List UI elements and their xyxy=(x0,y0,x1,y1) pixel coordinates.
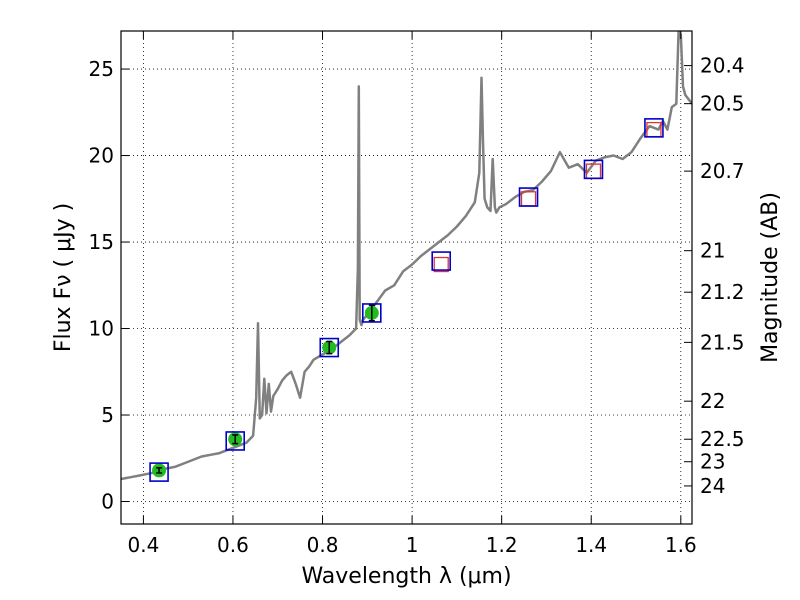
x-tick-label: 1 xyxy=(406,533,419,557)
x-tick-label: 0.4 xyxy=(127,533,159,557)
x-axis-label: Wavelength λ (μm) xyxy=(301,564,511,589)
y-tick-label: 25 xyxy=(89,57,114,81)
y-tick-label: 0 xyxy=(101,490,114,514)
y2-tick-label: 22 xyxy=(700,389,725,413)
spectrum-line xyxy=(121,31,692,481)
y2-tick-label: 20.7 xyxy=(700,159,745,183)
x-tick-label: 0.8 xyxy=(307,533,339,557)
y2-tick-label: 20.4 xyxy=(700,54,745,78)
model-photometry-marker xyxy=(149,462,169,482)
y2-tick-label: 21.2 xyxy=(700,280,745,304)
model-photometry-marker xyxy=(644,118,664,138)
axis-ticks: 0.4 0.6 0.8 1 1.2 1.4 1.6 0 5 10 15 20 25 20.4 20.5 20.… xyxy=(89,31,745,557)
photometry-markers xyxy=(149,118,664,482)
x-tick-label: 1.4 xyxy=(575,533,607,557)
model-photometry-marker xyxy=(583,159,604,180)
model-photometry-marker xyxy=(518,187,539,207)
model-photometry-marker xyxy=(225,431,245,451)
y2-tick-label: 20.5 xyxy=(700,92,745,116)
upper-limit-marker xyxy=(433,256,449,273)
y-axis-label: Flux Fν ( μJy ) xyxy=(51,203,76,352)
x-tick-label: 1.6 xyxy=(665,533,697,557)
y2-tick-label: 22.5 xyxy=(700,427,745,451)
model-photometry-marker xyxy=(361,303,382,323)
model-photometry-marker xyxy=(319,337,340,358)
x-tick-label: 1.2 xyxy=(486,533,518,557)
y2-tick-label: 23 xyxy=(700,450,725,474)
y2-tick-label: 21.5 xyxy=(700,330,745,354)
y2-axis-label: Magnitude (AB) xyxy=(758,192,783,363)
y-tick-label: 5 xyxy=(101,403,114,427)
y2-tick-label: 24 xyxy=(700,474,725,498)
y2-tick-label: 21 xyxy=(700,239,725,263)
y-tick-label: 10 xyxy=(89,317,114,341)
y-tick-label: 20 xyxy=(89,144,114,168)
x-tick-label: 0.6 xyxy=(217,533,249,557)
plot-frame xyxy=(120,30,693,525)
model-photometry-marker xyxy=(431,251,452,271)
y-tick-label: 15 xyxy=(89,230,114,254)
